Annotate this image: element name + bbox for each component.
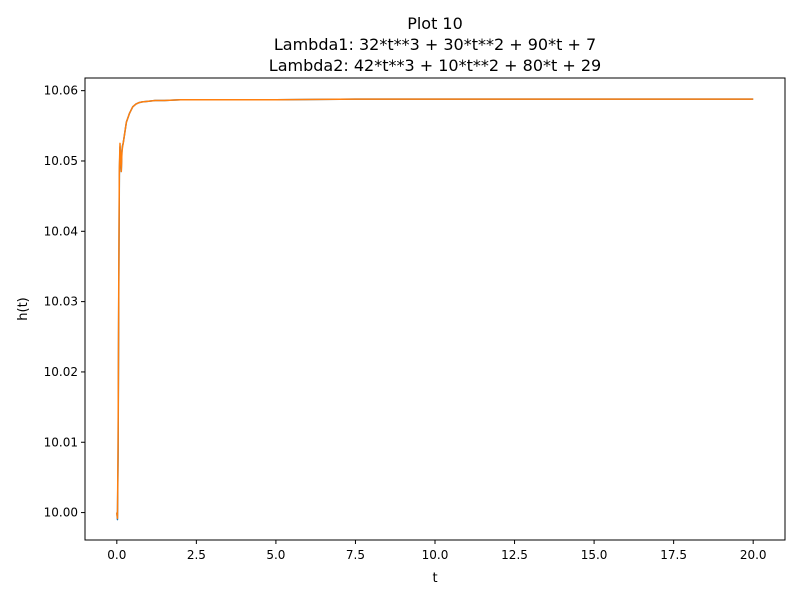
x-tick-label: 17.5 [660, 548, 687, 562]
x-axis: 0.0 2.5 5.0 7.5 10.0 12.5 15.0 17.5 20.0 [107, 540, 767, 562]
y-tick-label: 10.00 [44, 506, 78, 520]
y-tick-label: 10.02 [44, 365, 78, 379]
x-tick-label: 2.5 [187, 548, 206, 562]
x-axis-label: t [432, 571, 437, 586]
y-axis: 10.00 10.01 10.02 10.03 10.04 10.05 10.06 [44, 84, 85, 520]
y-tick-label: 10.06 [44, 84, 78, 98]
y-tick-label: 10.05 [44, 154, 78, 168]
series-line-2 [116, 98, 754, 519]
chart-subtitle-lambda1: Lambda1: 32*t**3 + 30*t**2 + 90*t + 7 [274, 35, 596, 54]
series-layer [116, 98, 754, 521]
x-tick-label: 15.0 [581, 548, 608, 562]
chart-subtitle-lambda2: Lambda2: 42*t**3 + 10*t**2 + 80*t + 29 [269, 56, 601, 75]
y-tick-label: 10.04 [44, 224, 78, 238]
y-axis-label: h(t) [16, 297, 31, 320]
chart-title: Plot 10 [407, 14, 463, 33]
plot-area [85, 78, 785, 540]
x-tick-label: 10.0 [422, 548, 449, 562]
x-tick-label: 7.5 [346, 548, 365, 562]
x-tick-label: 5.0 [266, 548, 285, 562]
x-tick-label: 20.0 [740, 548, 767, 562]
x-tick-label: 0.0 [107, 548, 126, 562]
y-tick-label: 10.01 [44, 435, 78, 449]
y-tick-label: 10.03 [44, 295, 78, 309]
x-tick-label: 12.5 [501, 548, 528, 562]
